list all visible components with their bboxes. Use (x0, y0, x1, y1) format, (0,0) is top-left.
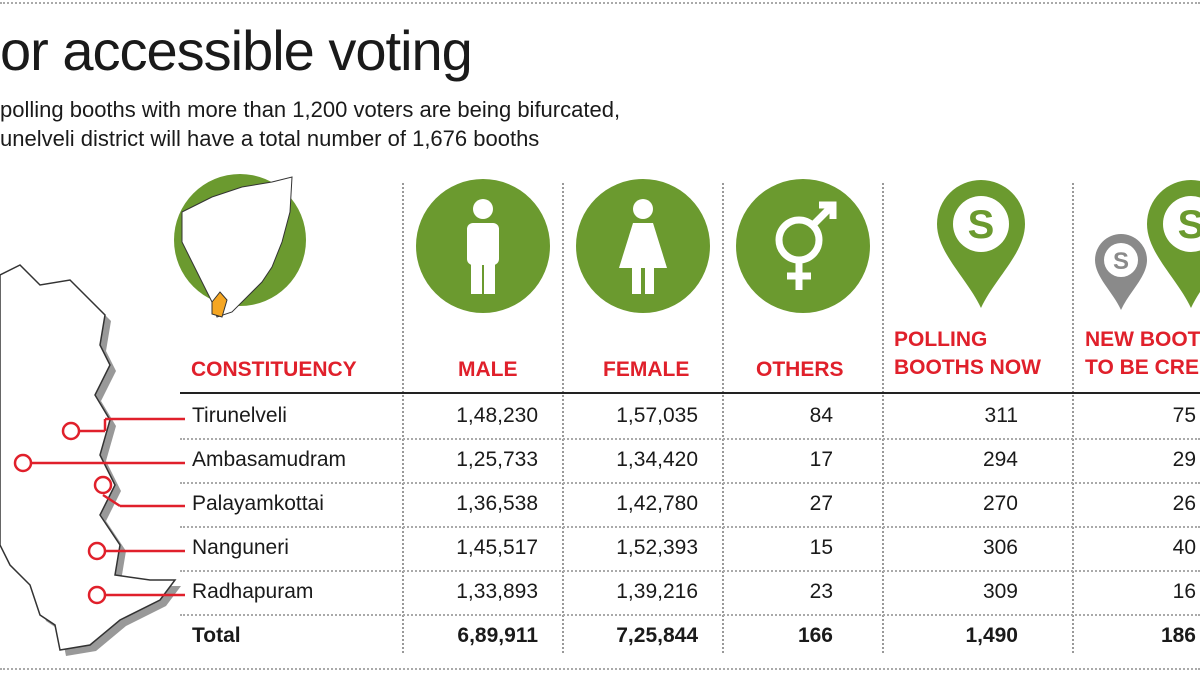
svg-text:S: S (1178, 203, 1200, 247)
cell-now: 1,490 (965, 624, 1018, 647)
cell-name: Tirunelveli (192, 404, 287, 427)
subtitle-line: polling booths with more than 1,200 vote… (0, 97, 621, 122)
cell-now: 270 (982, 492, 1018, 515)
female-icon (576, 179, 710, 313)
cell-others: 27 (809, 492, 833, 515)
cell-new: 29 (1172, 448, 1196, 471)
cell-male: 1,36,538 (456, 492, 538, 515)
column-divider (722, 183, 724, 653)
table-row: Tirunelveli 1,48,230 1,57,035 84 311 75 (180, 396, 1200, 440)
cell-new: 186 (1160, 624, 1196, 647)
cell-name: Palayamkottai (192, 492, 324, 515)
cell-new: 26 (1172, 492, 1196, 515)
table-row: Nanguneri 1,45,517 1,52,393 15 306 40 (180, 528, 1200, 572)
cell-male: 6,89,911 (457, 624, 538, 647)
cell-others: 23 (809, 580, 833, 603)
new-booth-pin-icon: S (1147, 180, 1200, 308)
cell-female: 1,57,035 (616, 404, 698, 427)
male-icon (416, 179, 550, 313)
cell-new: 75 (1172, 404, 1196, 427)
cell-female: 1,34,420 (616, 448, 698, 471)
subtitle-line: unelveli district will have a total numb… (0, 126, 540, 151)
svg-text:S: S (968, 203, 995, 247)
cell-female: 1,42,780 (616, 492, 698, 515)
cell-name: Radhapuram (192, 580, 314, 603)
cell-female: 1,39,216 (616, 580, 698, 603)
cell-others: 166 (797, 624, 833, 647)
header-male: MALE (458, 358, 518, 381)
bottom-divider (0, 668, 1200, 670)
header-line: NEW BOOT (1085, 328, 1200, 351)
cell-now: 309 (982, 580, 1018, 603)
cell-female: 1,52,393 (616, 536, 698, 559)
header-booths-now: POLLING BOOTHS NOW (894, 326, 1041, 382)
header-others: OTHERS (756, 358, 844, 381)
cell-new: 40 (1172, 536, 1196, 559)
table-row: Palayamkottai 1,36,538 1,42,780 27 270 26 (180, 484, 1200, 528)
cell-now: 311 (984, 404, 1018, 427)
cell-male: 1,48,230 (456, 404, 538, 427)
column-divider (1072, 183, 1074, 653)
cell-others: 15 (809, 536, 833, 559)
header-constituency: CONSTITUENCY (191, 358, 357, 381)
district-map-icon (0, 264, 185, 656)
total-row: Total 6,89,911 7,25,844 166 1,490 186 (180, 616, 1200, 660)
tamil-nadu-map-icon (174, 174, 306, 318)
cell-now: 294 (982, 448, 1018, 471)
cell-female: 7,25,844 (616, 624, 698, 647)
cell-now: 306 (982, 536, 1018, 559)
cell-name: Ambasamudram (192, 448, 347, 471)
column-divider (402, 183, 404, 653)
polling-booth-pin-icon: S (937, 180, 1025, 308)
cell-others: 84 (809, 404, 833, 427)
gender-symbol-icon (736, 179, 870, 313)
header-line: BOOTHS NOW (894, 356, 1041, 379)
header-new-booths: NEW BOOT TO BE CRE (1085, 326, 1200, 382)
top-divider (0, 2, 1200, 4)
column-divider (562, 183, 564, 653)
cell-male: 1,45,517 (456, 536, 538, 559)
cell-others: 17 (809, 448, 833, 471)
page-title: or accessible voting (0, 19, 473, 82)
cell-male: 1,25,733 (456, 448, 538, 471)
cell-new: 16 (1172, 580, 1196, 603)
cell-name: Nanguneri (192, 536, 289, 559)
header-line: TO BE CRE (1085, 356, 1199, 379)
new-booth-pin-gray-icon: S (1095, 234, 1147, 310)
header-rule (180, 392, 1200, 394)
cell-name: Total (192, 624, 241, 647)
subtitle: polling booths with more than 1,200 vote… (0, 95, 620, 153)
column-divider (882, 183, 884, 653)
table-row: Ambasamudram 1,25,733 1,34,420 17 294 29 (180, 440, 1200, 484)
header-female: FEMALE (603, 358, 690, 381)
svg-text:S: S (1113, 248, 1129, 275)
table-row: Radhapuram 1,33,893 1,39,216 23 309 16 (180, 572, 1200, 616)
cell-male: 1,33,893 (456, 580, 538, 603)
header-line: POLLING (894, 328, 988, 351)
